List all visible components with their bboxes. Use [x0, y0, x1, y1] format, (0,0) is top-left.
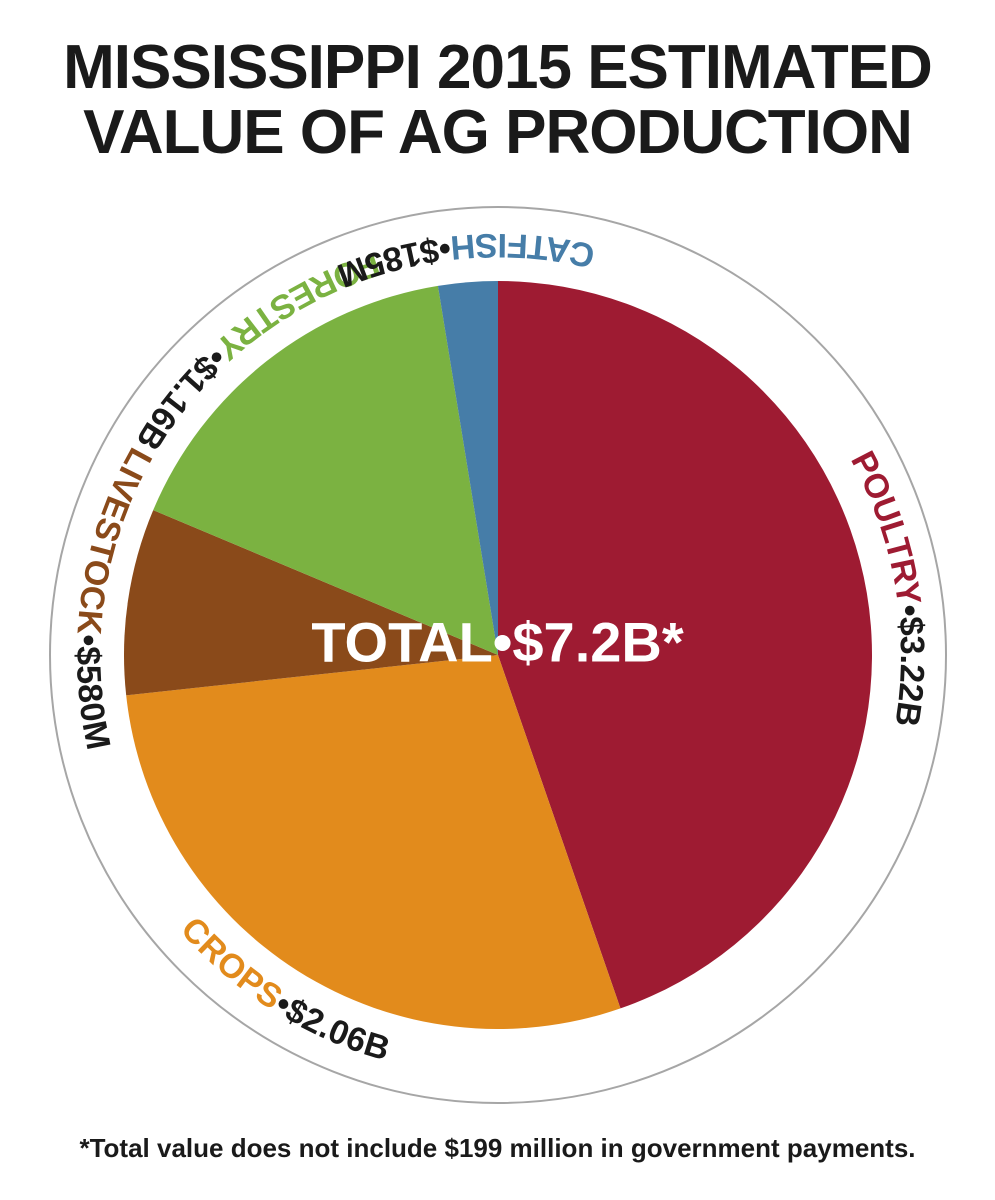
pie-chart: POULTRY•$3.22BCROPS•$2.06BLIVESTOCK•$580… — [48, 205, 948, 1105]
footnote: *Total value does not include $199 milli… — [0, 1133, 995, 1164]
page: MISSISSIPPI 2015 ESTIMATED VALUE OF AG P… — [0, 0, 995, 1200]
page-title: MISSISSIPPI 2015 ESTIMATED VALUE OF AG P… — [0, 35, 995, 165]
title-line-2: VALUE OF AG PRODUCTION — [0, 100, 995, 165]
title-line-1: MISSISSIPPI 2015 ESTIMATED — [0, 35, 995, 100]
pie-center-total-label: TOTAL•$7.2B* — [311, 610, 683, 675]
